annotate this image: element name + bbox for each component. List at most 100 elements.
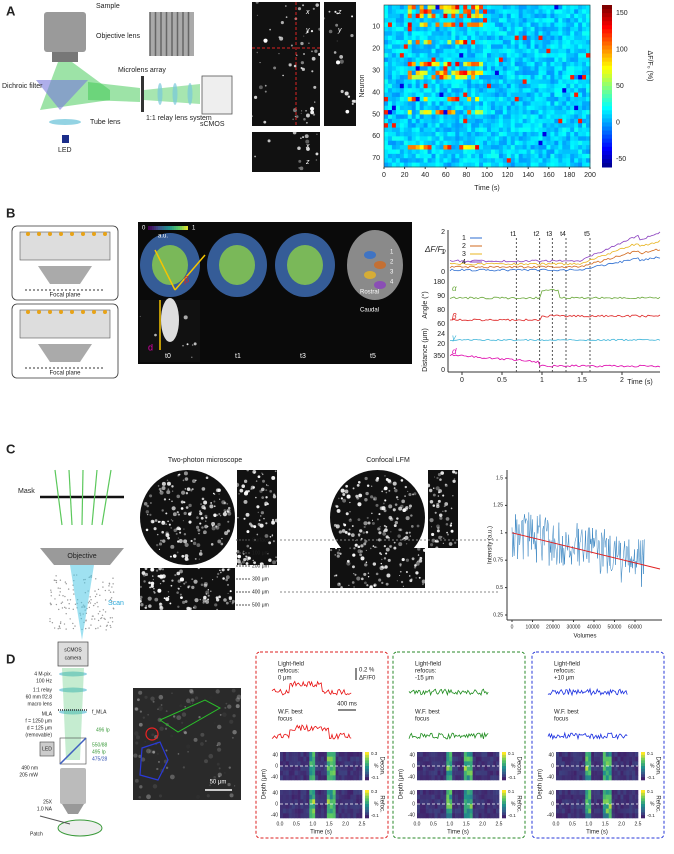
heatmap-cell	[431, 794, 435, 800]
heatmap-cell	[350, 756, 354, 762]
heatmap-cell	[558, 70, 563, 76]
heatmap-cell	[570, 114, 575, 120]
heatmap-cell	[431, 136, 436, 142]
image-spot	[271, 520, 273, 523]
image-spot	[333, 51, 337, 54]
heatmap-cell	[466, 799, 471, 805]
image-spot	[186, 606, 190, 611]
heatmap-cell	[605, 794, 610, 800]
tissue	[95, 578, 97, 580]
heatmap-cell	[423, 66, 428, 72]
image-spot	[227, 511, 232, 516]
heatmap-cell	[578, 118, 583, 124]
heatmap-cell	[439, 35, 444, 41]
heatmap-cell	[395, 70, 401, 76]
x-tick-label: 2	[620, 377, 624, 384]
heatmap-cell	[594, 766, 598, 771]
heatmap-cell	[526, 140, 531, 146]
tissue	[59, 622, 62, 625]
heatmap-cell	[487, 101, 492, 107]
heatmap-cell	[574, 162, 579, 168]
heatmap-cell	[431, 31, 436, 37]
heatmap-cell	[498, 140, 504, 146]
heatmap-cell	[570, 61, 575, 67]
heatmap-cell	[391, 158, 397, 164]
heatmap-cell	[471, 101, 476, 107]
heatmap-cell	[431, 808, 435, 814]
heatmap-cell	[399, 57, 405, 63]
heatmap-cell	[471, 145, 476, 150]
heatmap-cell	[435, 127, 440, 133]
image-spot	[438, 513, 443, 518]
heatmap-cell	[309, 794, 313, 800]
heatmap-cell	[522, 136, 528, 142]
x-tick-label: 0.5	[430, 821, 437, 827]
image-spot	[228, 595, 233, 600]
heatmap-cell	[458, 790, 462, 795]
image-spot	[218, 512, 221, 516]
heatmap-cell	[546, 61, 551, 67]
heatmap-cell	[285, 808, 290, 814]
heatmap-cell	[576, 770, 580, 776]
heatmap-cell	[479, 22, 484, 28]
heatmap-cell	[387, 66, 393, 72]
heatmap-cell	[387, 123, 393, 128]
heatmap-cell	[562, 22, 567, 28]
heatmap-cell	[588, 790, 592, 795]
heatmap-cell	[469, 761, 473, 767]
heatmap-cell	[564, 799, 569, 805]
image-spot	[316, 133, 318, 135]
heatmap-cell	[407, 13, 413, 19]
heatmap-cell	[494, 22, 500, 28]
heatmap-cell	[620, 770, 624, 776]
heatmap-cell	[455, 131, 460, 137]
image-spot	[205, 593, 208, 595]
heatmap-cell	[435, 79, 440, 85]
heatmap-cell	[574, 88, 579, 93]
colorbar-cell	[602, 154, 612, 160]
heatmap-cell	[419, 770, 424, 776]
heatmap-cell	[280, 761, 284, 767]
heatmap-cell	[466, 790, 471, 795]
heatmap-cell	[411, 75, 417, 80]
trace-title: Light-field	[554, 662, 580, 668]
heatmap-cell	[487, 96, 492, 102]
heatmap-cell	[422, 756, 427, 762]
heatmap-cell	[602, 794, 607, 800]
heatmap-cell	[582, 105, 587, 111]
heatmap-cell	[506, 88, 512, 93]
heatmap-cell	[452, 804, 456, 809]
heatmap-cell	[455, 88, 460, 93]
heatmap-cell	[514, 79, 520, 85]
heatmap-cell	[469, 766, 473, 771]
heatmap-cell	[526, 153, 531, 159]
texture	[155, 754, 157, 756]
image-spot	[436, 476, 439, 480]
heatmap-cell	[623, 770, 627, 776]
axis-label: Intensity (a.u.)	[488, 526, 494, 564]
heatmap-cell	[588, 808, 592, 814]
image-spot	[310, 110, 315, 115]
heatmap-cell	[588, 799, 592, 805]
image-spot	[405, 531, 409, 535]
heatmap-cell	[439, 153, 444, 159]
heatmap-cell	[460, 761, 465, 767]
texture	[138, 690, 143, 695]
heatmap-cell	[460, 770, 465, 776]
heatmap-cell	[510, 53, 516, 58]
image-spot	[193, 538, 196, 541]
heatmap-cell	[550, 70, 555, 76]
image-spot	[203, 500, 208, 505]
y-tick-label: 0	[441, 269, 445, 276]
heatmap-cell	[471, 131, 476, 137]
image-spot	[153, 591, 156, 594]
heatmap-cell	[518, 162, 524, 168]
heatmap-cell	[502, 145, 508, 150]
image-spot	[413, 566, 417, 569]
image-spot	[215, 488, 220, 493]
image-spot	[412, 493, 414, 496]
colorbar-cell	[602, 69, 612, 75]
image-spot	[272, 560, 277, 565]
image-spot	[143, 502, 148, 506]
heatmap-cell	[471, 53, 476, 58]
